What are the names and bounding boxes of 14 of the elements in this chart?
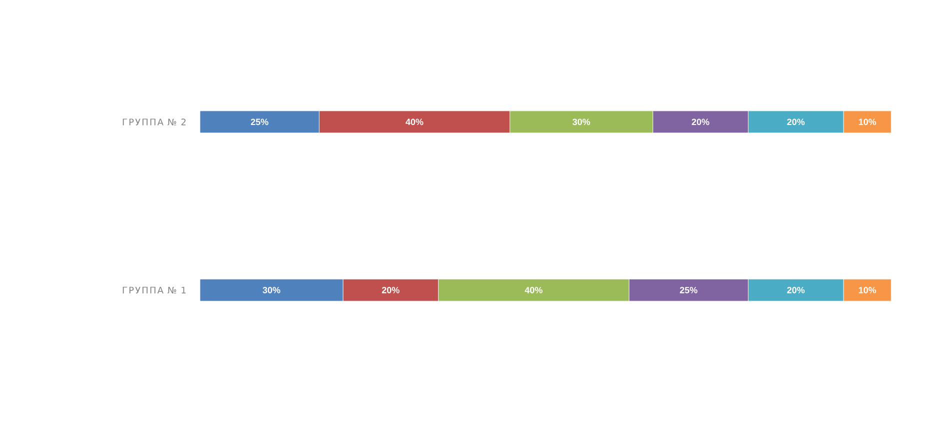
data-label: 10%: [858, 286, 876, 294]
data-label: 20%: [382, 286, 400, 294]
data-label: 25%: [680, 286, 698, 294]
data-label: 10%: [858, 118, 876, 126]
data-label: 20%: [787, 286, 805, 294]
data-label: 25%: [250, 118, 268, 126]
y-tick-label: ГРУППА № 2: [122, 118, 186, 126]
data-label: 30%: [262, 286, 280, 294]
y-tick-label: ГРУППА № 1: [122, 286, 186, 294]
data-label: 40%: [524, 286, 542, 294]
data-label: 40%: [406, 118, 424, 126]
data-label: 30%: [572, 118, 590, 126]
data-label: 20%: [692, 118, 710, 126]
data-label: 20%: [787, 118, 805, 126]
